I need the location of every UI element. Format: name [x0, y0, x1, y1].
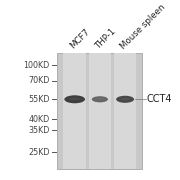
Text: CCT4: CCT4 [147, 94, 172, 104]
Ellipse shape [95, 98, 104, 100]
Text: 35KD: 35KD [28, 125, 50, 134]
Text: Mouse spleen: Mouse spleen [119, 2, 167, 51]
Bar [89, 53, 111, 169]
Ellipse shape [120, 98, 130, 100]
Bar [57, 53, 142, 169]
Text: 55KD: 55KD [28, 95, 50, 104]
Ellipse shape [92, 96, 108, 102]
Bar [63, 53, 86, 169]
Text: 25KD: 25KD [28, 148, 50, 157]
Ellipse shape [64, 95, 85, 103]
Text: 70KD: 70KD [28, 76, 50, 85]
Text: 100KD: 100KD [23, 61, 50, 70]
Text: THP-1: THP-1 [94, 27, 118, 51]
Bar [114, 53, 136, 169]
Text: 40KD: 40KD [28, 115, 50, 124]
Ellipse shape [116, 96, 134, 103]
Ellipse shape [69, 98, 80, 100]
Text: MCF7: MCF7 [68, 28, 92, 51]
